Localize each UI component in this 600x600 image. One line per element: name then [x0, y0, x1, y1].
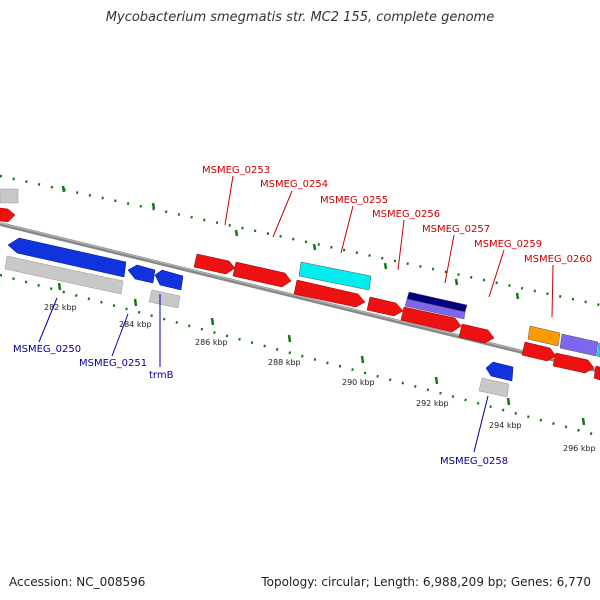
cds-MSMEG_0260-orange — [527, 325, 561, 347]
forward-label-leaders — [224, 175, 554, 318]
label-MSMEG_0259: MSMEG_0259 — [474, 239, 542, 250]
gene-MSMEG_0254 — [232, 261, 292, 288]
cds-gray-partial-left — [0, 188, 19, 204]
reverse-cds-bars — [4, 255, 510, 398]
gene-MSMEG_0253 — [193, 253, 236, 275]
label-MSMEG_0250: MSMEG_0250 — [13, 344, 81, 355]
label-MSMEG_0255: MSMEG_0255 — [320, 195, 388, 206]
genome-title: Mycobacterium smegmatis str. MC2 155, co… — [105, 10, 495, 25]
gene-forward-partial-left — [0, 207, 16, 223]
kbp-label-288: 288 kbp — [268, 358, 301, 367]
gene-MSMEG_0256 — [366, 296, 404, 317]
kbp-label-284: 284 kbp — [119, 320, 152, 329]
kbp-labels: 282 kbp 284 kbp 286 kbp 288 kbp 290 kbp … — [44, 303, 596, 453]
gene-MSMEG_0255 — [293, 279, 366, 308]
kbp-label-296: 296 kbp — [563, 444, 596, 453]
cds-trmB — [148, 289, 181, 309]
gene-trmB — [154, 269, 184, 291]
kbp-label-290: 290 kbp — [342, 378, 375, 387]
label-MSMEG_0254: MSMEG_0254 — [260, 179, 328, 190]
kbp-label-294: 294 kbp — [489, 421, 522, 430]
label-MSMEG_0251: MSMEG_0251 — [79, 358, 147, 369]
gene-MSMEG_0259 — [458, 323, 495, 344]
forward-gene-labels: MSMEG_0253 MSMEG_0254 MSMEG_0255 MSMEG_0… — [202, 165, 592, 265]
gene-MSMEG_0251 — [127, 264, 156, 284]
genome-backbone-highlight — [0, 222, 600, 371]
label-MSMEG_0256: MSMEG_0256 — [372, 209, 440, 220]
kbp-label-282: 282 kbp — [44, 303, 77, 312]
accession-text: Accession: NC_008596 — [9, 575, 146, 589]
label-MSMEG_0260: MSMEG_0260 — [524, 254, 592, 265]
forward-cds-bars — [298, 261, 600, 358]
label-MSMEG_0258: MSMEG_0258 — [440, 456, 508, 467]
cds-MSMEG_0260-slate — [559, 333, 599, 357]
cds-MSMEG_0257-slate — [404, 298, 466, 320]
gene-forward-right-1 — [552, 352, 595, 374]
forward-genes — [193, 253, 600, 381]
genome-summary-text: Topology: circular; Length: 6,988,209 bp… — [261, 575, 591, 589]
label-MSMEG_0257: MSMEG_0257 — [422, 224, 490, 235]
outer-major-ticks — [61, 185, 520, 300]
cds-MSMEG_0258 — [478, 377, 510, 398]
kbp-label-286: 286 kbp — [195, 338, 228, 347]
gene-MSMEG_0250 — [7, 237, 127, 278]
cds-MSMEG_0250 — [4, 255, 124, 295]
reverse-genes — [7, 237, 514, 382]
cds-MSMEG_0255 — [298, 261, 372, 291]
gene-MSMEG_0257 — [400, 306, 462, 333]
kbp-label-292: 292 kbp — [416, 399, 449, 408]
label-MSMEG_0253: MSMEG_0253 — [202, 165, 270, 176]
reverse-gene-labels: MSMEG_0250 MSMEG_0251 trmB MSMEG_0258 — [13, 344, 508, 467]
gene-MSMEG_0258 — [485, 361, 514, 382]
label-trmB: trmB — [149, 370, 174, 381]
reverse-label-leaders — [38, 294, 489, 453]
gene-MSMEG_0260 — [521, 341, 557, 362]
genome-backbone — [0, 222, 600, 373]
gene-forward-partial-right — [593, 365, 600, 381]
inner-major-ticks — [57, 282, 586, 426]
